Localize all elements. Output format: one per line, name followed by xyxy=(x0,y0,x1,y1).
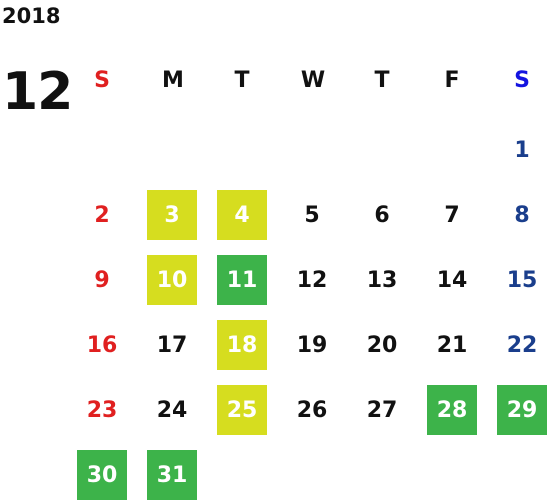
month-label: 12 xyxy=(2,62,73,122)
weekday-mon: M xyxy=(162,68,184,93)
day-cell[interactable]: 18 xyxy=(217,320,267,370)
day-cell[interactable]: 26 xyxy=(296,397,328,423)
day-cell[interactable]: 9 xyxy=(94,267,110,293)
weekday-sun: S xyxy=(94,68,110,93)
day-cell[interactable]: 6 xyxy=(374,202,390,228)
day-cell[interactable]: 13 xyxy=(366,267,398,293)
weekday-sat: S xyxy=(514,68,530,93)
day-cell[interactable]: 14 xyxy=(436,267,468,293)
day-cell[interactable]: 16 xyxy=(86,332,118,358)
day-cell[interactable]: 5 xyxy=(304,202,320,228)
day-cell[interactable]: 24 xyxy=(156,397,188,423)
weekday-tue: T xyxy=(234,68,250,93)
day-cell[interactable]: 4 xyxy=(217,190,267,240)
day-cell[interactable]: 21 xyxy=(436,332,468,358)
day-cell[interactable]: 3 xyxy=(147,190,197,240)
year-label: 2018 xyxy=(2,4,61,28)
day-cell[interactable]: 27 xyxy=(366,397,398,423)
day-cell[interactable]: 8 xyxy=(514,202,530,228)
day-cell[interactable]: 29 xyxy=(497,385,547,435)
day-cell[interactable]: 30 xyxy=(77,450,127,500)
day-cell[interactable]: 28 xyxy=(427,385,477,435)
day-cell[interactable]: 22 xyxy=(506,332,538,358)
weekday-fri: F xyxy=(444,68,460,93)
day-cell[interactable]: 10 xyxy=(147,255,197,305)
day-cell[interactable]: 20 xyxy=(366,332,398,358)
day-cell[interactable]: 23 xyxy=(86,397,118,423)
day-cell[interactable]: 17 xyxy=(156,332,188,358)
weekday-wed: W xyxy=(300,68,326,93)
day-cell[interactable]: 7 xyxy=(444,202,460,228)
day-cell[interactable]: 31 xyxy=(147,450,197,500)
day-cell[interactable]: 2 xyxy=(94,202,110,228)
day-cell[interactable]: 15 xyxy=(506,267,538,293)
day-cell[interactable]: 25 xyxy=(217,385,267,435)
day-cell[interactable]: 1 xyxy=(514,137,530,163)
day-cell[interactable]: 19 xyxy=(296,332,328,358)
day-cell[interactable]: 11 xyxy=(217,255,267,305)
day-cell[interactable]: 12 xyxy=(296,267,328,293)
weekday-thu: T xyxy=(374,68,390,93)
